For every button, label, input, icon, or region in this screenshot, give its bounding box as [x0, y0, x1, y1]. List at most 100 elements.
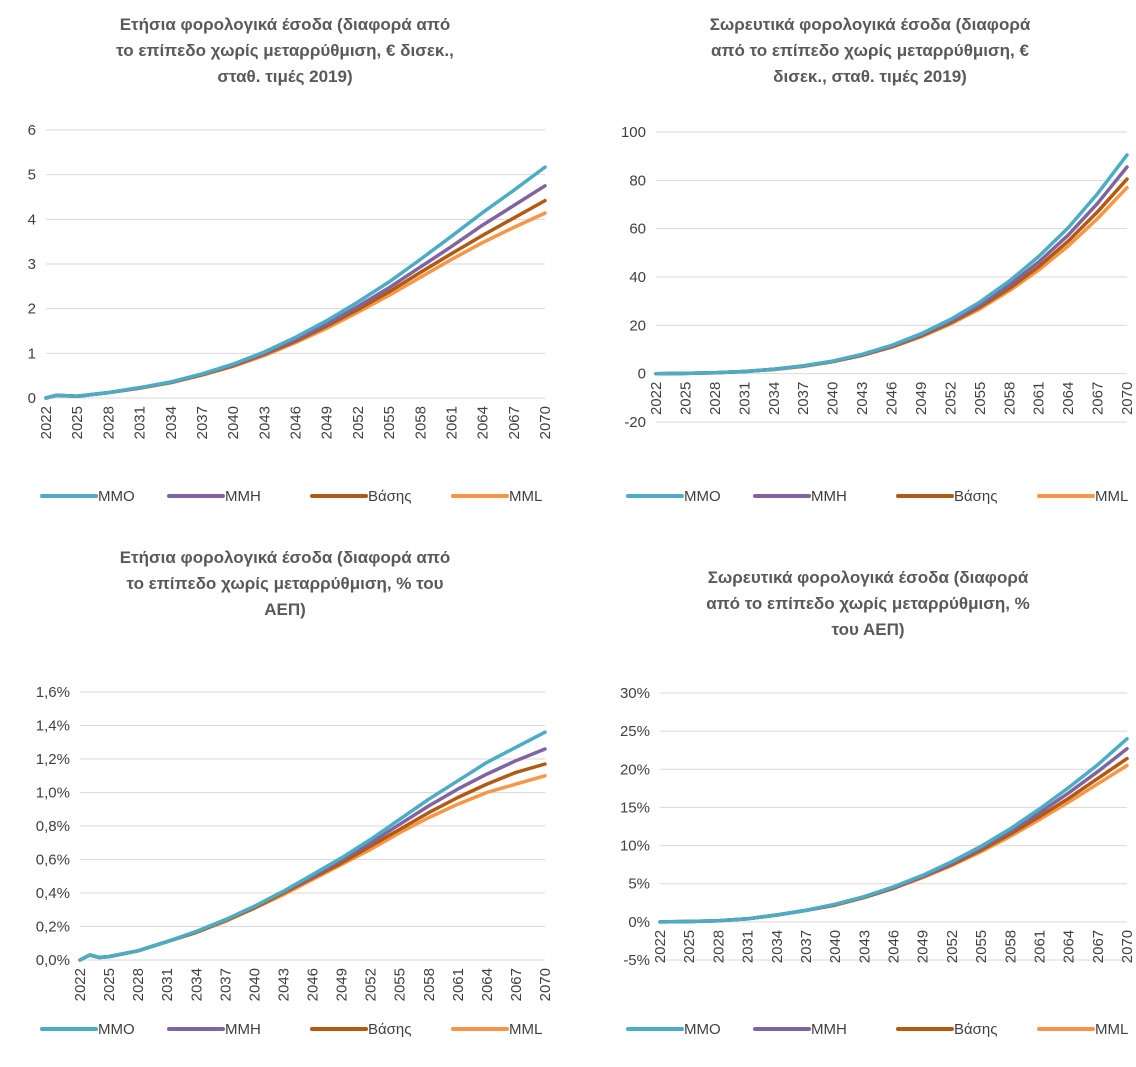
x-tick-label: 2028: [100, 406, 117, 439]
series-line-mmh: [654, 165, 1129, 376]
chart-annual-revenue-eur: Ετήσια φορολογικά έσοδα (διαφορά από το ε…: [0, 0, 568, 533]
chart-title-line: το επίπεδο χωρίς μεταρρύθμιση, € δισεκ.,: [116, 41, 454, 60]
y-tick-label: 10%: [620, 838, 650, 855]
x-tick-label: 2025: [677, 382, 694, 415]
y-tick-label: -20: [624, 414, 646, 431]
series-line-mml: [658, 763, 1129, 924]
x-tick-label: 2025: [681, 930, 698, 963]
legend-label: MMO: [684, 488, 721, 505]
series-line-vasis: [78, 762, 547, 962]
series-line-mmh: [44, 184, 547, 400]
x-tick-label: 2058: [421, 968, 438, 1001]
chart-title-line: Ετήσια φορολογικά έσοδα (διαφορά από: [120, 15, 451, 34]
x-tick-label: 2034: [766, 382, 783, 415]
chart-cumulative-revenue-eur: Σωρευτικά φορολογικά έσοδα (διαφορά από τ…: [568, 0, 1136, 533]
x-tick-label: 2064: [1060, 382, 1077, 415]
y-tick-label: 25%: [620, 723, 650, 740]
x-tick-label: 2025: [101, 968, 118, 1001]
x-tick-label: 2055: [392, 968, 409, 1001]
legend-label: MMO: [98, 488, 135, 505]
y-tick-label: 0,8%: [36, 818, 70, 835]
y-tick-label: 30%: [620, 685, 650, 702]
x-tick-label: 2067: [1090, 382, 1107, 415]
x-tick-label: 2061: [1031, 930, 1048, 963]
chart-svg: Ετήσια φορολογικά έσοδα (διαφορά από το ε…: [36, 548, 554, 1038]
x-tick-label: 2070: [1119, 930, 1136, 963]
y-tick-label: 6: [28, 122, 36, 139]
x-tick-label: 2055: [973, 930, 990, 963]
chart-title-line: σταθ. τιμές 2019): [217, 67, 352, 86]
y-tick-label: 0,6%: [36, 852, 70, 869]
x-tick-label: 2028: [710, 930, 727, 963]
y-tick-label: 60: [629, 221, 646, 238]
x-tick-label: 2061: [450, 968, 467, 1001]
y-tick-label: 5%: [628, 876, 650, 893]
chart-svg: Ετήσια φορολογικά έσοδα (διαφορά από το ε…: [28, 15, 554, 505]
y-tick-label: 5: [28, 167, 36, 184]
x-tick-label: 2037: [798, 930, 815, 963]
x-tick-label: 2070: [537, 968, 554, 1001]
legend-label: Βάσης: [954, 488, 998, 505]
x-tick-label: 2055: [381, 406, 398, 439]
series-line-vasis: [658, 756, 1129, 924]
x-tick-label: 2049: [915, 930, 932, 963]
y-tick-label: 20%: [620, 761, 650, 778]
legend-label: MML: [1095, 1021, 1128, 1038]
y-tick-label: 2: [28, 301, 36, 318]
x-tick-label: 2052: [363, 968, 380, 1001]
legend-label: MMO: [98, 1021, 135, 1038]
y-tick-label: 0,4%: [36, 885, 70, 902]
legend-label: MMH: [811, 488, 847, 505]
x-tick-label: 2022: [38, 406, 55, 439]
chart-title-line: από το επίπεδο χωρίς μεταρρύθμιση, %: [706, 594, 1030, 613]
x-tick-label: 2061: [443, 406, 460, 439]
x-tick-label: 2058: [1002, 930, 1019, 963]
y-tick-label: 4: [28, 211, 36, 228]
y-tick-label: 15%: [620, 799, 650, 816]
x-tick-label: 2043: [256, 406, 273, 439]
x-tick-label: 2031: [132, 406, 149, 439]
x-tick-label: 2064: [475, 406, 492, 439]
x-tick-label: 2034: [188, 968, 205, 1001]
chart-title-line: Σωρευτικά φορολογικά έσοδα (διαφορά: [710, 15, 1031, 34]
series-line-mmo: [658, 737, 1129, 924]
x-tick-label: 2040: [225, 406, 242, 439]
legend-label: MML: [509, 488, 542, 505]
series-line-mml: [78, 774, 547, 962]
x-tick-label: 2040: [827, 930, 844, 963]
x-tick-label: 2031: [740, 930, 757, 963]
chart-title-line: του ΑΕΠ): [831, 620, 904, 639]
x-tick-label: 2046: [886, 930, 903, 963]
x-tick-label: 2067: [508, 968, 525, 1001]
y-tick-label: 1,6%: [36, 684, 70, 701]
legend-label: MML: [509, 1021, 542, 1038]
x-tick-label: 2034: [769, 930, 786, 963]
x-tick-label: 2058: [412, 406, 429, 439]
x-tick-label: 2037: [217, 968, 234, 1001]
x-tick-label: 2040: [825, 382, 842, 415]
chart-title-line: το επίπεδο χωρίς μεταρρύθμιση, % του: [126, 574, 443, 593]
y-tick-label: 0%: [628, 914, 650, 931]
y-tick-label: -5%: [623, 952, 650, 969]
x-tick-label: 2028: [130, 968, 147, 1001]
chart-annual-revenue-gdp: Ετήσια φορολογικά έσοδα (διαφορά από το ε…: [0, 533, 568, 1066]
legend-label: MMO: [684, 1021, 721, 1038]
y-tick-label: 1: [28, 345, 36, 362]
chart-title-line: ΑΕΠ): [264, 600, 306, 619]
legend-label: Βάσης: [368, 1021, 412, 1038]
y-tick-label: 0,0%: [36, 952, 70, 969]
series-line-mmh: [658, 746, 1129, 924]
x-tick-label: 2049: [319, 406, 336, 439]
y-tick-label: 0: [28, 390, 36, 407]
x-tick-label: 2043: [854, 382, 871, 415]
x-tick-label: 2052: [942, 382, 959, 415]
x-tick-label: 2034: [163, 406, 180, 439]
chart-title-line: από το επίπεδο χωρίς μεταρρύθμιση, €: [711, 41, 1029, 60]
x-tick-label: 2046: [288, 406, 305, 439]
chart-title-line: Σωρευτικά φορολογικά έσοδα (διαφορά: [708, 568, 1029, 587]
chart-svg: Σωρευτικά φορολογικά έσοδα (διαφορά από τ…: [621, 15, 1136, 505]
x-tick-label: 2022: [72, 968, 89, 1001]
x-tick-label: 2046: [305, 968, 322, 1001]
y-tick-label: 3: [28, 256, 36, 273]
x-tick-label: 2070: [1119, 382, 1136, 415]
